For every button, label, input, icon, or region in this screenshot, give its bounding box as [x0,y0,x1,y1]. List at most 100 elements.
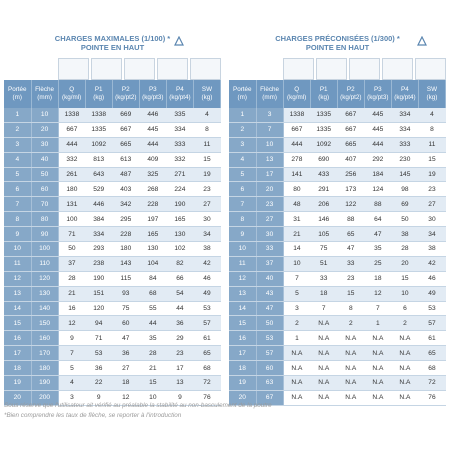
cell: 13 [256,152,284,168]
cell: 7 [229,196,257,213]
cell: 60 [256,360,284,377]
title-line: POINTE EN HAUT [80,43,145,52]
title: CHARGES PRÉCONISÉES (1/300) * POINTE EN H… [229,34,446,58]
cell: 60 [31,181,59,198]
cell: 145 [391,167,419,183]
cell: 2 [229,122,257,138]
footnote: Sous réserve que l'utilisateur ait vérif… [4,402,272,409]
cell: 7 [4,196,32,213]
cell: 98 [391,181,419,198]
cell: 291 [310,181,338,198]
header-cell: P3 (kg/pt3) [139,80,167,108]
cell: N.A [337,360,365,377]
cell: 90 [31,226,59,243]
cell: 140 [31,301,59,317]
cell: 333 [166,137,194,153]
cell: 292 [364,152,392,168]
cell: 60 [112,315,140,332]
cell: 1092 [310,137,338,153]
cell: 130 [166,226,194,243]
cell: 325 [139,167,167,183]
cell: 18 [310,286,338,302]
header-line: P1 [319,86,328,93]
cell: 335 [166,108,194,123]
table-block: CHARGES PRÉCONISÉES (1/300) * POINTE EN H… [229,34,447,406]
row: 4 40 332 813 613 409 332 15 [4,152,221,168]
cell: 444 [139,137,167,153]
cell: N.A [283,360,311,377]
header-row: Portée (m) Flèche (mm) Q (kg/ml) P1 (kg) P2 (kg/p… [4,80,222,108]
cell: N.A [364,390,392,406]
cell: 100 [58,211,86,228]
cell: 65 [193,345,221,362]
cell: 28 [391,241,419,257]
row: 6 20 80 291 173 124 98 23 [229,181,446,198]
cell: 173 [337,181,365,198]
header-cell: Q (kg/ml) [283,80,311,108]
cell: 17 [4,345,32,362]
cell: 130 [139,241,167,257]
cell: 165 [139,226,167,243]
header-line: Flèche [35,86,55,93]
cell: 165 [166,211,194,228]
header-cell: Portée (m) [229,80,257,108]
cell: 47 [256,301,284,317]
header-line: P3 [148,86,157,93]
title-line: POINTE EN HAUT [305,43,370,52]
cell: 20 [4,390,32,406]
cell: 14 [229,301,257,317]
cell: 1338 [58,108,86,123]
cell: 1335 [310,108,338,123]
cell: 7 [256,122,284,138]
header-line: Q [294,86,300,93]
cell: 66 [166,271,194,287]
cell: 46 [418,271,446,287]
row: 15 50 2 N.A 2 1 2 57 [229,315,446,332]
cell: 57 [193,315,221,332]
cell: 49 [418,286,446,302]
cell: 665 [112,137,140,153]
cell: 4 [4,152,32,168]
cell: 8 [4,211,32,228]
cell: 50 [31,167,59,183]
cell: 200 [31,390,59,406]
header-cell: Portée (m) [4,80,32,108]
cell: 160 [31,330,59,347]
header-line: (kg/ml) [287,94,307,101]
cell: 68 [418,360,446,377]
cell: 53 [418,301,446,317]
cell: 82 [166,256,194,272]
cell: N.A [337,390,365,406]
cell: 38 [193,241,221,257]
cell: 5 [4,167,32,183]
cell: 5 [229,167,257,183]
cell: 35 [139,330,167,347]
cell: 13 [166,375,194,391]
cell: 238 [85,256,113,272]
row: 16 53 1 N.A N.A N.A N.A 61 [229,330,446,347]
icon [417,36,427,46]
cell: 1092 [85,137,113,153]
cell: 613 [112,152,140,168]
cell: 1 [229,108,257,123]
cell: 667 [112,122,140,138]
header-cell: P4 (kg/pt4) [391,80,419,108]
load-icon [124,58,155,80]
title-line: CHARGES PRÉCONISÉES (1/300) * [275,34,400,43]
cell: 2 [4,122,32,138]
cell: 104 [139,256,167,272]
header-cell: SW (kg) [193,80,222,108]
cell: 8 [193,122,221,138]
header-line: (m) [12,94,22,101]
cell: 71 [58,226,86,243]
cell: 206 [310,196,338,213]
cell: 20 [31,122,59,138]
cell: 124 [364,181,392,198]
cell: 21 [139,360,167,377]
cell: N.A [391,330,419,347]
cell: 37 [256,256,284,272]
cell: 8 [418,122,446,138]
cell: 667 [337,108,365,123]
cell: 143 [112,256,140,272]
cell: 17 [256,167,284,183]
